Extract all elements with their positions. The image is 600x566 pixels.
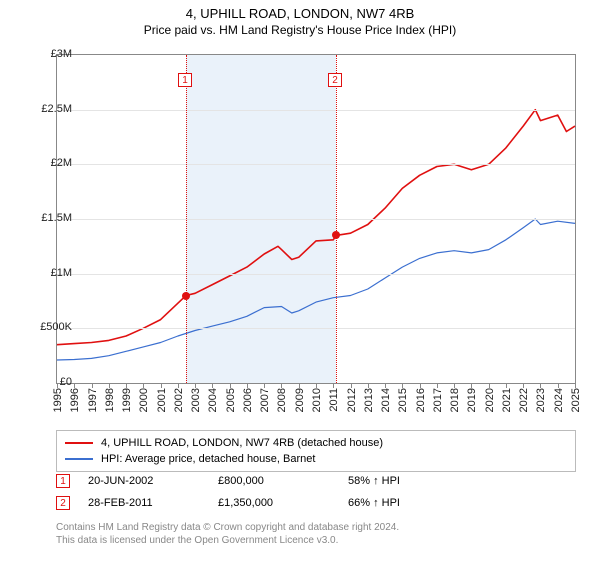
- license-line: Contains HM Land Registry data © Crown c…: [56, 522, 576, 535]
- sale-point-marker: [332, 231, 340, 239]
- xtick-label: 2011: [328, 388, 340, 412]
- sale-date: 20-JUN-2002: [88, 475, 218, 487]
- chart-root: 4, UPHILL ROAD, LONDON, NW7 4RB Price pa…: [0, 6, 600, 566]
- xtick-label: 2024: [553, 388, 565, 412]
- xtick-label: 2000: [138, 388, 150, 412]
- xtick-label: 2023: [535, 388, 547, 412]
- xtick-label: 2009: [294, 388, 306, 412]
- xtick-label: 2013: [363, 388, 375, 412]
- gridline-h: [57, 274, 575, 275]
- xtick-label: 2020: [484, 388, 496, 412]
- xtick-label: 2002: [173, 388, 185, 412]
- xtick-label: 1999: [121, 388, 133, 412]
- xtick-label: 2021: [501, 388, 513, 412]
- xtick-label: 2010: [311, 388, 323, 412]
- series-line-property: [57, 110, 575, 345]
- xtick-label: 1997: [87, 388, 99, 412]
- sale-hpi: 66% ↑ HPI: [348, 497, 576, 509]
- legend-label: 4, UPHILL ROAD, LONDON, NW7 4RB (detache…: [101, 437, 383, 449]
- gridline-h: [57, 328, 575, 329]
- chart-area: 12: [56, 54, 576, 384]
- gridline-h: [57, 219, 575, 220]
- ytick-label: £0: [28, 376, 72, 388]
- xtick-label: 2012: [346, 388, 358, 412]
- xtick-label: 2006: [242, 388, 254, 412]
- sale-marker-line: [336, 55, 337, 383]
- legend-swatch: [65, 458, 93, 460]
- xtick-label: 2019: [466, 388, 478, 412]
- xtick-label: 2007: [259, 388, 271, 412]
- xtick-label: 2025: [570, 388, 582, 412]
- ytick-label: £500K: [28, 321, 72, 333]
- xtick-label: 2008: [276, 388, 288, 412]
- xtick-label: 2014: [380, 388, 392, 412]
- sale-marker-line: [186, 55, 187, 383]
- xtick-label: 2003: [190, 388, 202, 412]
- xtick-label: 2016: [415, 388, 427, 412]
- legend-swatch: [65, 442, 93, 444]
- ytick-label: £3M: [28, 48, 72, 60]
- xtick-label: 2005: [225, 388, 237, 412]
- ytick-label: £1M: [28, 267, 72, 279]
- xtick-label: 1995: [52, 388, 64, 412]
- ytick-label: £2M: [28, 157, 72, 169]
- license-text: Contains HM Land Registry data © Crown c…: [56, 522, 576, 547]
- legend-item: HPI: Average price, detached house, Barn…: [65, 451, 567, 467]
- ytick-label: £2.5M: [28, 103, 72, 115]
- legend-label: HPI: Average price, detached house, Barn…: [101, 453, 315, 465]
- sale-point-marker: [182, 292, 190, 300]
- xtick-label: 1998: [104, 388, 116, 412]
- page-title: 4, UPHILL ROAD, LONDON, NW7 4RB: [0, 6, 600, 21]
- legend-box: 4, UPHILL ROAD, LONDON, NW7 4RB (detache…: [56, 430, 576, 472]
- sale-row: 1 20-JUN-2002 £800,000 58% ↑ HPI: [56, 474, 576, 488]
- page-subtitle: Price paid vs. HM Land Registry's House …: [0, 23, 600, 37]
- xtick-label: 2001: [156, 388, 168, 412]
- gridline-h: [57, 110, 575, 111]
- xtick-label: 1996: [69, 388, 81, 412]
- sale-marker-badge: 1: [178, 73, 192, 87]
- xtick-label: 2015: [397, 388, 409, 412]
- sale-badge: 1: [56, 474, 70, 488]
- sale-date: 28-FEB-2011: [88, 497, 218, 509]
- legend-item: 4, UPHILL ROAD, LONDON, NW7 4RB (detache…: [65, 435, 567, 451]
- gridline-h: [57, 164, 575, 165]
- xtick-label: 2022: [518, 388, 530, 412]
- sale-row: 2 28-FEB-2011 £1,350,000 66% ↑ HPI: [56, 496, 576, 510]
- xtick-label: 2004: [207, 388, 219, 412]
- sale-marker-badge: 2: [328, 73, 342, 87]
- license-line: This data is licensed under the Open Gov…: [56, 535, 576, 548]
- sale-price: £1,350,000: [218, 497, 348, 509]
- sale-hpi: 58% ↑ HPI: [348, 475, 576, 487]
- sale-price: £800,000: [218, 475, 348, 487]
- ytick-label: £1.5M: [28, 212, 72, 224]
- sale-badge: 2: [56, 496, 70, 510]
- xtick-label: 2017: [432, 388, 444, 412]
- xtick-label: 2018: [449, 388, 461, 412]
